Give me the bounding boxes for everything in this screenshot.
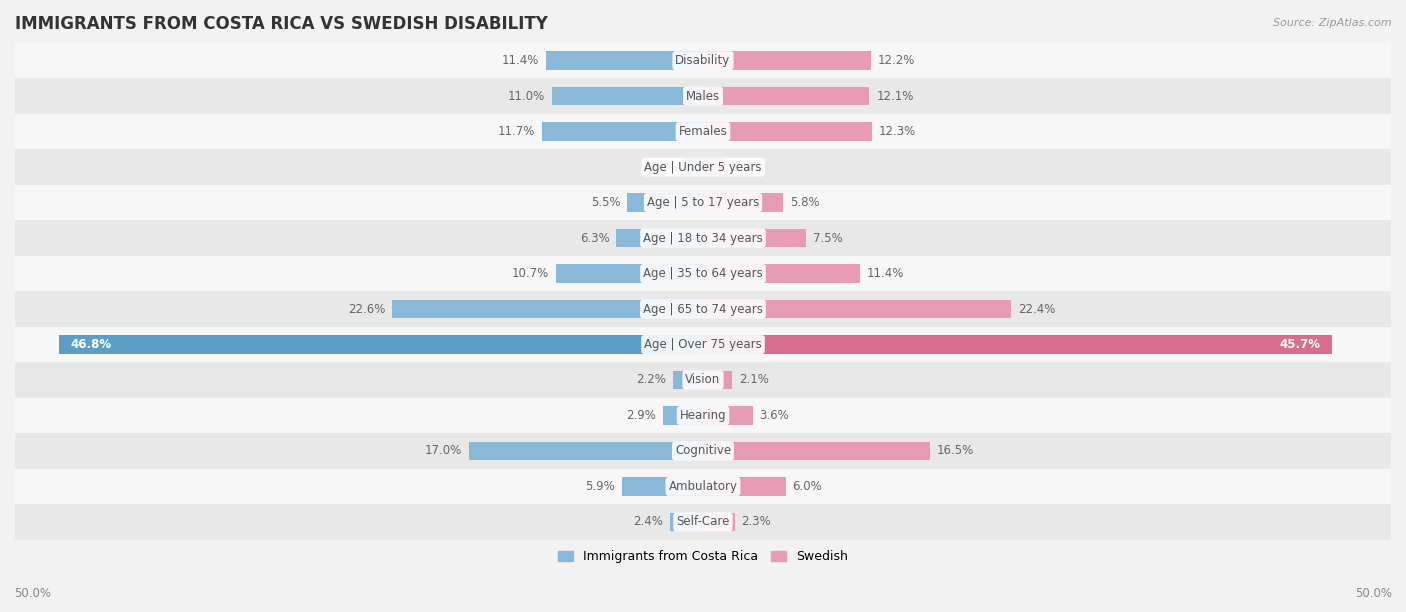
Bar bbox=[15, 114, 1391, 149]
Bar bbox=[15, 256, 1391, 291]
Text: 6.0%: 6.0% bbox=[793, 480, 823, 493]
Text: 7.5%: 7.5% bbox=[813, 231, 842, 245]
Bar bbox=[59, 335, 703, 354]
Text: 10.7%: 10.7% bbox=[512, 267, 548, 280]
Bar bbox=[15, 362, 1391, 398]
Text: 50.0%: 50.0% bbox=[14, 587, 51, 600]
Bar bbox=[703, 264, 860, 283]
Bar bbox=[703, 229, 806, 247]
Bar bbox=[703, 477, 786, 496]
Text: 16.5%: 16.5% bbox=[936, 444, 974, 457]
Text: 11.0%: 11.0% bbox=[508, 89, 544, 103]
Bar bbox=[703, 51, 870, 70]
Text: 22.6%: 22.6% bbox=[347, 302, 385, 316]
Text: Age | 35 to 64 years: Age | 35 to 64 years bbox=[643, 267, 763, 280]
Text: 11.7%: 11.7% bbox=[498, 125, 536, 138]
Text: 17.0%: 17.0% bbox=[425, 444, 463, 457]
Bar bbox=[555, 264, 703, 283]
Text: Age | Over 75 years: Age | Over 75 years bbox=[644, 338, 762, 351]
Bar bbox=[664, 406, 703, 425]
Text: Females: Females bbox=[679, 125, 727, 138]
Bar bbox=[703, 513, 735, 531]
Text: Ambulatory: Ambulatory bbox=[668, 480, 738, 493]
Bar bbox=[703, 442, 929, 460]
Text: 2.1%: 2.1% bbox=[738, 373, 769, 387]
Bar bbox=[672, 371, 703, 389]
Text: 12.2%: 12.2% bbox=[877, 54, 915, 67]
Bar bbox=[15, 398, 1391, 433]
Bar bbox=[15, 43, 1391, 78]
Bar bbox=[616, 229, 703, 247]
Bar bbox=[703, 87, 869, 105]
Bar bbox=[15, 149, 1391, 185]
Bar bbox=[703, 371, 733, 389]
Text: 50.0%: 50.0% bbox=[1355, 587, 1392, 600]
Bar bbox=[671, 513, 703, 531]
Bar bbox=[392, 300, 703, 318]
Text: Cognitive: Cognitive bbox=[675, 444, 731, 457]
Bar bbox=[703, 300, 1011, 318]
Text: 1.3%: 1.3% bbox=[648, 160, 678, 174]
Text: 12.3%: 12.3% bbox=[879, 125, 917, 138]
Text: 5.9%: 5.9% bbox=[585, 480, 614, 493]
Text: Vision: Vision bbox=[685, 373, 721, 387]
Text: Source: ZipAtlas.com: Source: ZipAtlas.com bbox=[1274, 18, 1392, 28]
Bar bbox=[15, 469, 1391, 504]
Bar bbox=[15, 78, 1391, 114]
Text: 11.4%: 11.4% bbox=[502, 54, 540, 67]
Text: 45.7%: 45.7% bbox=[1279, 338, 1320, 351]
Bar bbox=[703, 122, 872, 141]
Bar bbox=[15, 220, 1391, 256]
Text: 3.6%: 3.6% bbox=[759, 409, 789, 422]
Text: Disability: Disability bbox=[675, 54, 731, 67]
Legend: Immigrants from Costa Rica, Swedish: Immigrants from Costa Rica, Swedish bbox=[553, 545, 853, 568]
Bar bbox=[546, 51, 703, 70]
Text: Males: Males bbox=[686, 89, 720, 103]
Bar bbox=[685, 158, 703, 176]
Text: Age | 18 to 34 years: Age | 18 to 34 years bbox=[643, 231, 763, 245]
Bar bbox=[551, 87, 703, 105]
Text: 46.8%: 46.8% bbox=[70, 338, 111, 351]
Text: 2.3%: 2.3% bbox=[741, 515, 772, 528]
Text: 5.5%: 5.5% bbox=[591, 196, 620, 209]
Bar bbox=[703, 158, 725, 176]
Text: Hearing: Hearing bbox=[679, 409, 727, 422]
Text: 12.1%: 12.1% bbox=[876, 89, 914, 103]
Text: Self-Care: Self-Care bbox=[676, 515, 730, 528]
Text: 5.8%: 5.8% bbox=[790, 196, 820, 209]
Text: 6.3%: 6.3% bbox=[579, 231, 609, 245]
Bar bbox=[15, 327, 1391, 362]
Text: 22.4%: 22.4% bbox=[1018, 302, 1056, 316]
Bar bbox=[703, 406, 752, 425]
Bar bbox=[541, 122, 703, 141]
Bar bbox=[15, 433, 1391, 469]
Text: Age | 5 to 17 years: Age | 5 to 17 years bbox=[647, 196, 759, 209]
Bar bbox=[703, 193, 783, 212]
Bar bbox=[15, 185, 1391, 220]
Bar bbox=[627, 193, 703, 212]
Bar bbox=[15, 291, 1391, 327]
Text: Age | Under 5 years: Age | Under 5 years bbox=[644, 160, 762, 174]
Text: 1.6%: 1.6% bbox=[733, 160, 762, 174]
Text: IMMIGRANTS FROM COSTA RICA VS SWEDISH DISABILITY: IMMIGRANTS FROM COSTA RICA VS SWEDISH DI… bbox=[15, 15, 548, 33]
Text: 11.4%: 11.4% bbox=[866, 267, 904, 280]
Text: Age | 65 to 74 years: Age | 65 to 74 years bbox=[643, 302, 763, 316]
Text: 2.4%: 2.4% bbox=[633, 515, 664, 528]
Bar bbox=[703, 335, 1331, 354]
Text: 2.9%: 2.9% bbox=[626, 409, 657, 422]
Bar bbox=[15, 504, 1391, 540]
Bar bbox=[621, 477, 703, 496]
Bar bbox=[470, 442, 703, 460]
Text: 2.2%: 2.2% bbox=[636, 373, 666, 387]
